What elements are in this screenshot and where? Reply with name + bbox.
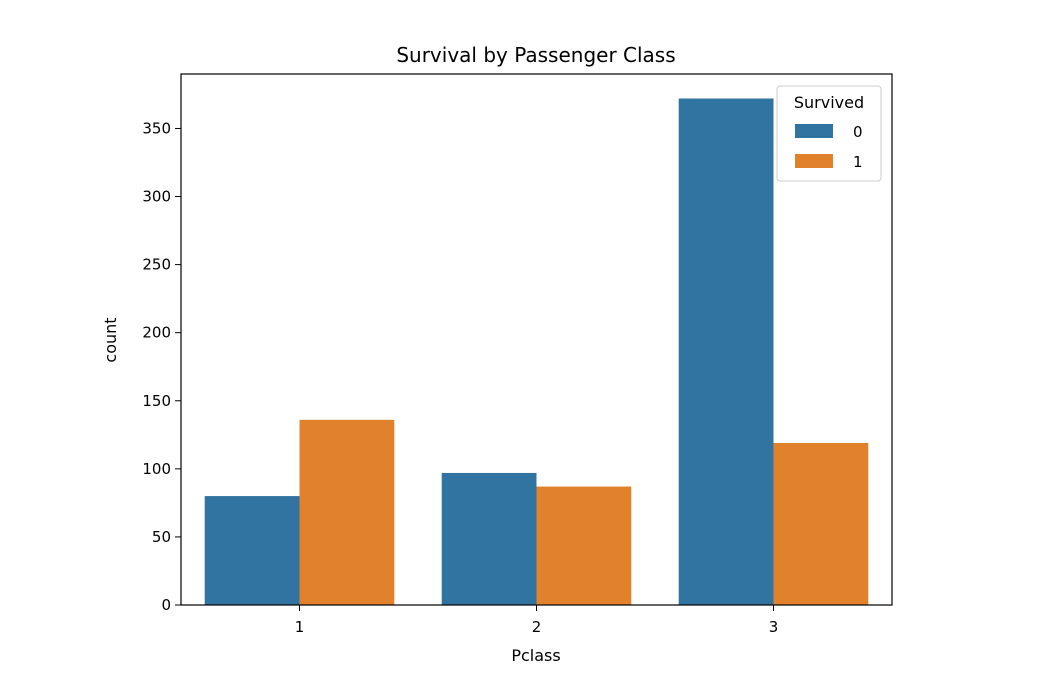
y-axis-label: count <box>101 317 120 362</box>
legend-label-1: 1 <box>853 153 863 171</box>
y-tick-label: 350 <box>142 119 171 137</box>
y-tick-label: 200 <box>142 324 171 342</box>
x-axis-label: Pclass <box>511 646 560 665</box>
y-tick-label: 0 <box>161 596 171 614</box>
y-tick-label: 300 <box>142 188 171 206</box>
x-tick-label: 1 <box>295 618 305 636</box>
chart-title: Survival by Passenger Class <box>396 43 675 67</box>
y-axis: 0 50 100 150 200 250 300 350 <box>142 119 181 614</box>
legend-swatch-1 <box>795 154 833 168</box>
bar-class-1-survived-1 <box>299 419 395 605</box>
legend-label-0: 0 <box>853 123 863 141</box>
x-axis: 1 2 3 <box>295 605 779 636</box>
legend-title: Survived <box>794 93 864 112</box>
legend: Survived 0 1 <box>776 85 882 182</box>
y-tick-label: 100 <box>142 460 171 478</box>
y-tick-label: 250 <box>142 256 171 274</box>
bars-group <box>204 98 869 605</box>
x-tick-label: 2 <box>532 618 542 636</box>
bar-class-1-survived-0 <box>204 496 300 605</box>
x-tick-label: 3 <box>769 618 779 636</box>
legend-swatch-0 <box>795 124 833 138</box>
bar-class-3-survived-0 <box>678 98 774 605</box>
y-tick-label: 50 <box>152 528 171 546</box>
bar-class-2-survived-1 <box>536 486 632 605</box>
y-tick-label: 150 <box>142 392 171 410</box>
bar-class-3-survived-1 <box>773 442 869 605</box>
bar-class-2-survived-0 <box>441 472 537 605</box>
